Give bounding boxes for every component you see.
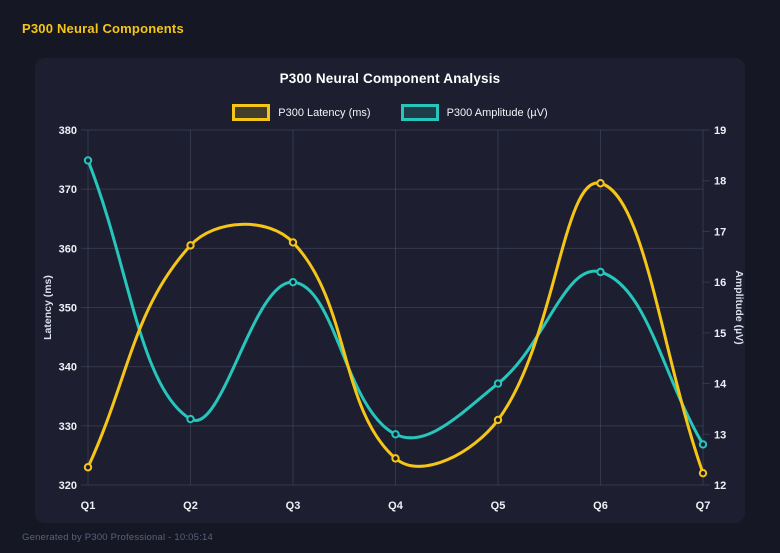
- data-point[interactable]: [391, 454, 400, 463]
- x-axis-tick-label: Q2: [183, 500, 198, 512]
- x-axis-tick-label: Q6: [593, 500, 608, 512]
- right-axis-tick-label: 15: [714, 328, 726, 340]
- data-point[interactable]: [596, 179, 605, 188]
- data-point[interactable]: [698, 440, 708, 449]
- chart-card: P300 Neural Component Analysis P300 Late…: [35, 58, 745, 523]
- data-point[interactable]: [83, 156, 93, 165]
- data-point[interactable]: [698, 468, 708, 478]
- right-axis-tick-label: 13: [714, 429, 726, 441]
- data-point[interactable]: [83, 463, 93, 472]
- chart-title: P300 Neural Component Analysis: [279, 71, 501, 86]
- x-axis-tick-label: Q7: [696, 500, 711, 512]
- x-axis-tick-label: Q1: [81, 500, 96, 512]
- left-axis-tick-label: 320: [59, 480, 77, 492]
- left-axis-tick-label: 380: [59, 125, 77, 137]
- left-axis-tick-label: 370: [59, 184, 77, 196]
- left-axis-title: Latency (ms): [42, 275, 54, 340]
- right-axis-title: Amplitude (µV): [733, 270, 745, 344]
- left-axis-tick-label: 340: [59, 362, 77, 374]
- legend-label: P300 Latency (ms): [278, 106, 371, 119]
- data-point[interactable]: [493, 415, 503, 425]
- data-point[interactable]: [288, 238, 298, 247]
- right-axis-tick-label: 17: [714, 226, 726, 238]
- footer-status-text: Generated by P300 Professional - 10:05:1…: [22, 532, 213, 543]
- x-axis-tick-label: Q4: [388, 500, 404, 512]
- data-point[interactable]: [596, 267, 605, 277]
- x-axis-tick-label: Q3: [286, 500, 301, 512]
- left-axis-tick-label: 360: [59, 243, 77, 255]
- page-title: P300 Neural Components: [22, 21, 184, 36]
- chart-canvas[interactable]: 320 330 340 350 360 370 380 12 13 14 15 16 17 18 19 Q1 Q…: [35, 58, 745, 523]
- legend-swatch-icon: [232, 104, 271, 121]
- data-point[interactable]: [493, 379, 503, 388]
- data-point[interactable]: [186, 241, 195, 250]
- legend-item-amplitude[interactable]: P300 Amplitude (µV): [400, 104, 548, 121]
- legend-label: P300 Amplitude (µV): [446, 106, 548, 119]
- legend-item-latency[interactable]: P300 Latency (ms): [232, 104, 371, 121]
- x-axis-tick-label: Q5: [491, 500, 506, 512]
- right-axis-tick-label: 19: [714, 125, 726, 137]
- right-axis-tick-label: 12: [714, 480, 726, 492]
- right-axis-tick-label: 14: [714, 379, 727, 391]
- data-point[interactable]: [288, 277, 298, 287]
- chart-legend: P300 Latency (ms) P300 Amplitude (µV): [35, 104, 745, 121]
- legend-swatch-icon: [400, 104, 439, 121]
- left-axis-tick-label: 350: [59, 303, 77, 315]
- data-point[interactable]: [186, 414, 195, 424]
- right-axis-tick-label: 16: [714, 277, 726, 289]
- left-axis-tick-label: 330: [59, 421, 77, 433]
- right-axis-tick-label: 18: [714, 176, 726, 188]
- data-point[interactable]: [391, 430, 400, 439]
